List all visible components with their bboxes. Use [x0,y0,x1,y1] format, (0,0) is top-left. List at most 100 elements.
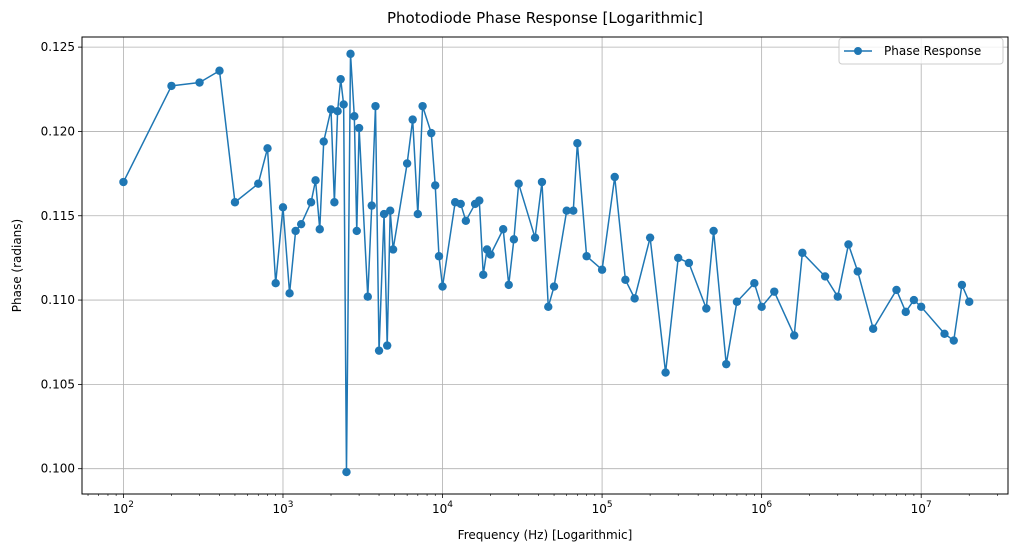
y-tick-label: 0.110 [41,293,75,307]
series-line [123,54,969,472]
x-tick-label: 102 [113,500,134,516]
data-point [383,341,391,349]
data-point [844,240,852,248]
y-tick-label: 0.120 [41,124,75,138]
data-point [661,368,669,376]
y-tick-label: 0.115 [41,209,75,223]
data-point [902,308,910,316]
data-point [355,124,363,132]
data-point [709,227,717,235]
data-point [339,100,347,108]
data-point [462,217,470,225]
data-point [342,468,350,476]
data-point [231,198,239,206]
data-point [770,287,778,295]
data-point [316,225,324,233]
data-point [550,282,558,290]
data-point [368,201,376,209]
data-point [263,144,271,152]
data-point [330,198,338,206]
data-point [757,303,765,311]
data-point [311,176,319,184]
data-point [375,346,383,354]
data-point [940,330,948,338]
data-point [750,279,758,287]
x-tick-label: 105 [592,500,613,516]
data-point [965,298,973,306]
y-tick-label: 0.100 [41,462,75,476]
data-point [621,276,629,284]
data-point [821,272,829,280]
data-point [892,286,900,294]
legend: Phase Response [839,38,1003,64]
data-point [418,102,426,110]
data-point [917,303,925,311]
data-point [291,227,299,235]
data-point [573,139,581,147]
data-point [438,282,446,290]
y-axis-ticks: 0.100 0.105 0.110 0.115 0.120 0.125 [41,40,82,476]
data-point [435,252,443,260]
data-point [869,325,877,333]
data-point [333,107,341,115]
x-tick-label: 104 [432,500,453,516]
data-point [531,233,539,241]
data-point [630,294,638,302]
data-point [371,102,379,110]
legend-marker-icon [854,47,862,55]
data-point [834,293,842,301]
data-point [499,225,507,233]
data-point [386,206,394,214]
data-point [790,331,798,339]
data-point [215,67,223,75]
data-point [544,303,552,311]
data-point [598,266,606,274]
data-point [408,115,416,123]
data-point [514,180,522,188]
data-point [307,198,315,206]
data-point [389,245,397,253]
chart-title: Photodiode Phase Response [Logarithmic] [387,9,703,27]
data-point [950,336,958,344]
data-point [538,178,546,186]
data-point [685,259,693,267]
plot-frame [82,37,1008,494]
data-point [414,210,422,218]
data-point [910,296,918,304]
data-point [479,271,487,279]
data-point [195,78,203,86]
data-point [297,220,305,228]
data-point [475,196,483,204]
data-point [646,233,654,241]
y-tick-label: 0.105 [41,377,75,391]
data-point [582,252,590,260]
data-point [279,203,287,211]
data-point [167,82,175,90]
data-point [346,50,354,58]
data-point [427,129,435,137]
data-point [431,181,439,189]
x-axis-label: Frequency (Hz) [Logarithmic] [458,528,633,542]
series-phase-response [119,50,973,477]
x-tick-label: 103 [272,500,293,516]
data-point [674,254,682,262]
data-point [364,293,372,301]
data-point [336,75,344,83]
data-point [457,200,465,208]
x-axis-ticks: 102 103 104 105 106 107 [88,494,997,516]
data-point [702,304,710,312]
data-point [733,298,741,306]
grid [82,37,1008,494]
data-point [320,137,328,145]
data-point [403,159,411,167]
x-tick-label: 106 [751,500,772,516]
data-point [486,250,494,258]
data-point [798,249,806,257]
data-point [285,289,293,297]
data-point [119,178,127,186]
y-axis-label: Phase (radians) [10,219,24,312]
data-point [350,112,358,120]
y-tick-label: 0.125 [41,40,75,54]
data-point [958,281,966,289]
